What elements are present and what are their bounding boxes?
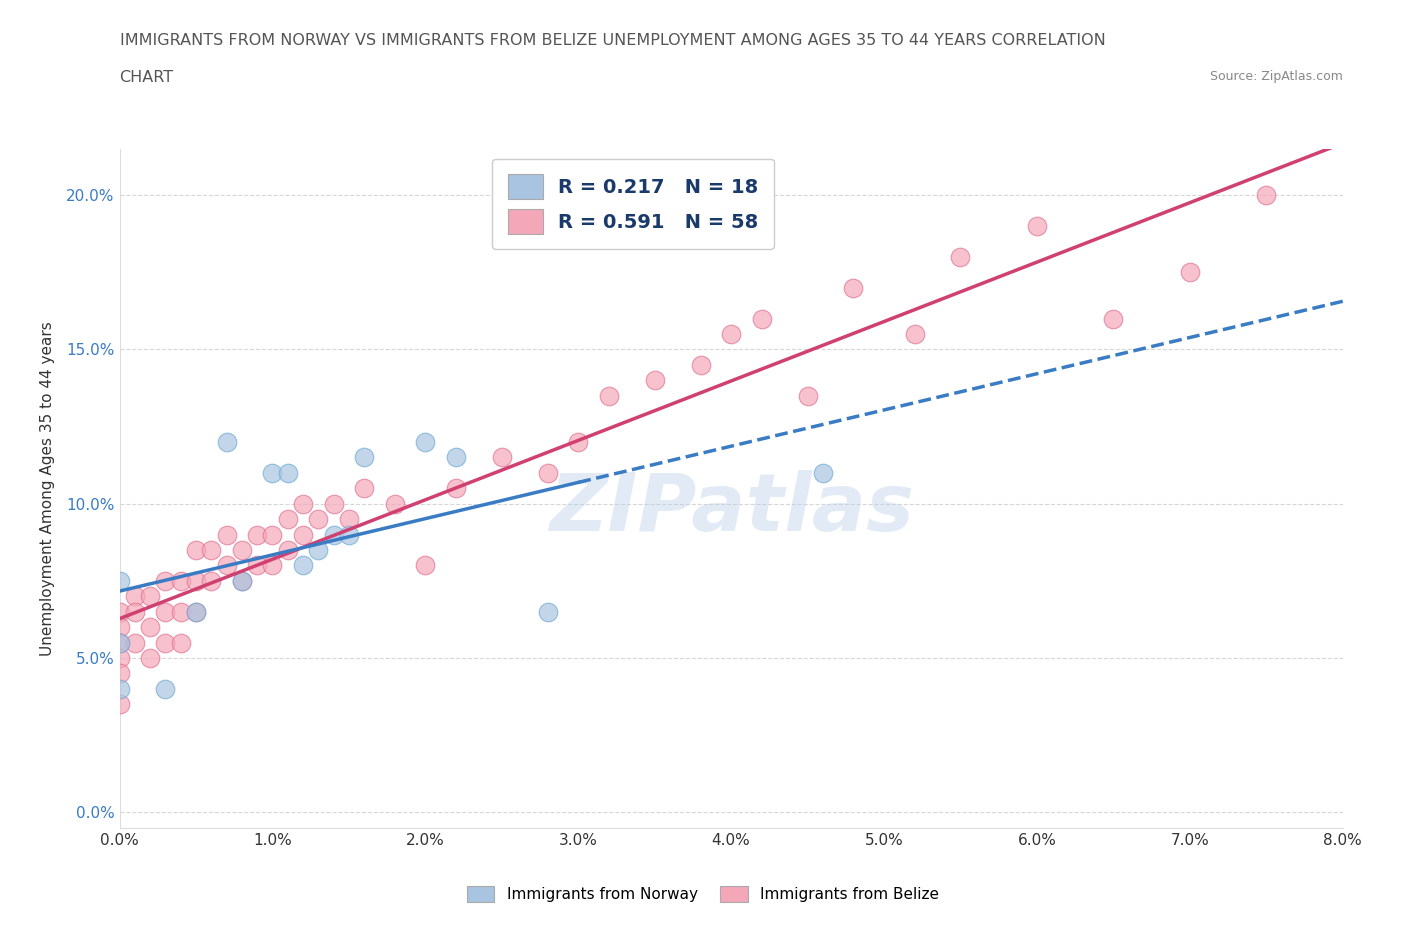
Point bbox=[155, 635, 177, 650]
Point bbox=[139, 589, 162, 604]
Point bbox=[903, 326, 925, 341]
Point bbox=[108, 697, 131, 711]
Legend: Immigrants from Norway, Immigrants from Belize: Immigrants from Norway, Immigrants from … bbox=[461, 880, 945, 909]
Point bbox=[155, 574, 177, 589]
Point bbox=[262, 558, 284, 573]
Point bbox=[184, 542, 207, 557]
Point bbox=[444, 450, 467, 465]
Point bbox=[1178, 265, 1201, 280]
Point bbox=[720, 326, 742, 341]
Point bbox=[277, 465, 299, 480]
Point bbox=[1256, 188, 1278, 203]
Point bbox=[231, 574, 253, 589]
Point bbox=[246, 558, 269, 573]
Point bbox=[124, 589, 146, 604]
Legend: R = 0.217   N = 18, R = 0.591   N = 58: R = 0.217 N = 18, R = 0.591 N = 58 bbox=[492, 158, 775, 249]
Point bbox=[108, 682, 131, 697]
Point bbox=[413, 558, 436, 573]
Point bbox=[169, 635, 191, 650]
Point bbox=[1026, 219, 1049, 233]
Point bbox=[353, 450, 375, 465]
Point bbox=[108, 604, 131, 619]
Text: Source: ZipAtlas.com: Source: ZipAtlas.com bbox=[1209, 70, 1343, 83]
Point bbox=[215, 558, 238, 573]
Point bbox=[292, 527, 315, 542]
Point bbox=[307, 512, 329, 526]
Point bbox=[108, 619, 131, 634]
Point bbox=[262, 527, 284, 542]
Point bbox=[322, 527, 344, 542]
Point bbox=[322, 497, 344, 512]
Point bbox=[246, 527, 269, 542]
Point bbox=[307, 542, 329, 557]
Point bbox=[751, 311, 773, 326]
Point bbox=[796, 388, 818, 403]
Point bbox=[689, 357, 711, 372]
Point bbox=[292, 497, 315, 512]
Y-axis label: Unemployment Among Ages 35 to 44 years: Unemployment Among Ages 35 to 44 years bbox=[41, 321, 55, 656]
Point bbox=[108, 651, 131, 666]
Point bbox=[231, 542, 253, 557]
Point bbox=[215, 434, 238, 449]
Point bbox=[108, 635, 131, 650]
Point bbox=[337, 512, 360, 526]
Point bbox=[108, 666, 131, 681]
Point bbox=[169, 604, 191, 619]
Point bbox=[155, 604, 177, 619]
Point bbox=[124, 635, 146, 650]
Point bbox=[537, 465, 560, 480]
Point bbox=[598, 388, 620, 403]
Point bbox=[139, 619, 162, 634]
Point bbox=[644, 373, 666, 388]
Point bbox=[200, 542, 222, 557]
Point bbox=[1102, 311, 1125, 326]
Point bbox=[842, 280, 865, 295]
Point bbox=[949, 249, 972, 264]
Point bbox=[277, 512, 299, 526]
Point bbox=[184, 604, 207, 619]
Point bbox=[184, 604, 207, 619]
Point bbox=[262, 465, 284, 480]
Point bbox=[491, 450, 513, 465]
Point bbox=[155, 682, 177, 697]
Point bbox=[353, 481, 375, 496]
Text: ZIPatlas: ZIPatlas bbox=[548, 470, 914, 548]
Point bbox=[231, 574, 253, 589]
Point bbox=[108, 635, 131, 650]
Point bbox=[337, 527, 360, 542]
Point bbox=[537, 604, 560, 619]
Point bbox=[811, 465, 834, 480]
Point bbox=[567, 434, 589, 449]
Point bbox=[169, 574, 191, 589]
Point bbox=[124, 604, 146, 619]
Point bbox=[277, 542, 299, 557]
Text: CHART: CHART bbox=[120, 70, 173, 85]
Point bbox=[184, 574, 207, 589]
Point bbox=[413, 434, 436, 449]
Text: IMMIGRANTS FROM NORWAY VS IMMIGRANTS FROM BELIZE UNEMPLOYMENT AMONG AGES 35 TO 4: IMMIGRANTS FROM NORWAY VS IMMIGRANTS FRO… bbox=[120, 33, 1105, 47]
Point bbox=[444, 481, 467, 496]
Point bbox=[108, 574, 131, 589]
Point bbox=[215, 527, 238, 542]
Point bbox=[292, 558, 315, 573]
Point bbox=[200, 574, 222, 589]
Point bbox=[384, 497, 406, 512]
Point bbox=[139, 651, 162, 666]
